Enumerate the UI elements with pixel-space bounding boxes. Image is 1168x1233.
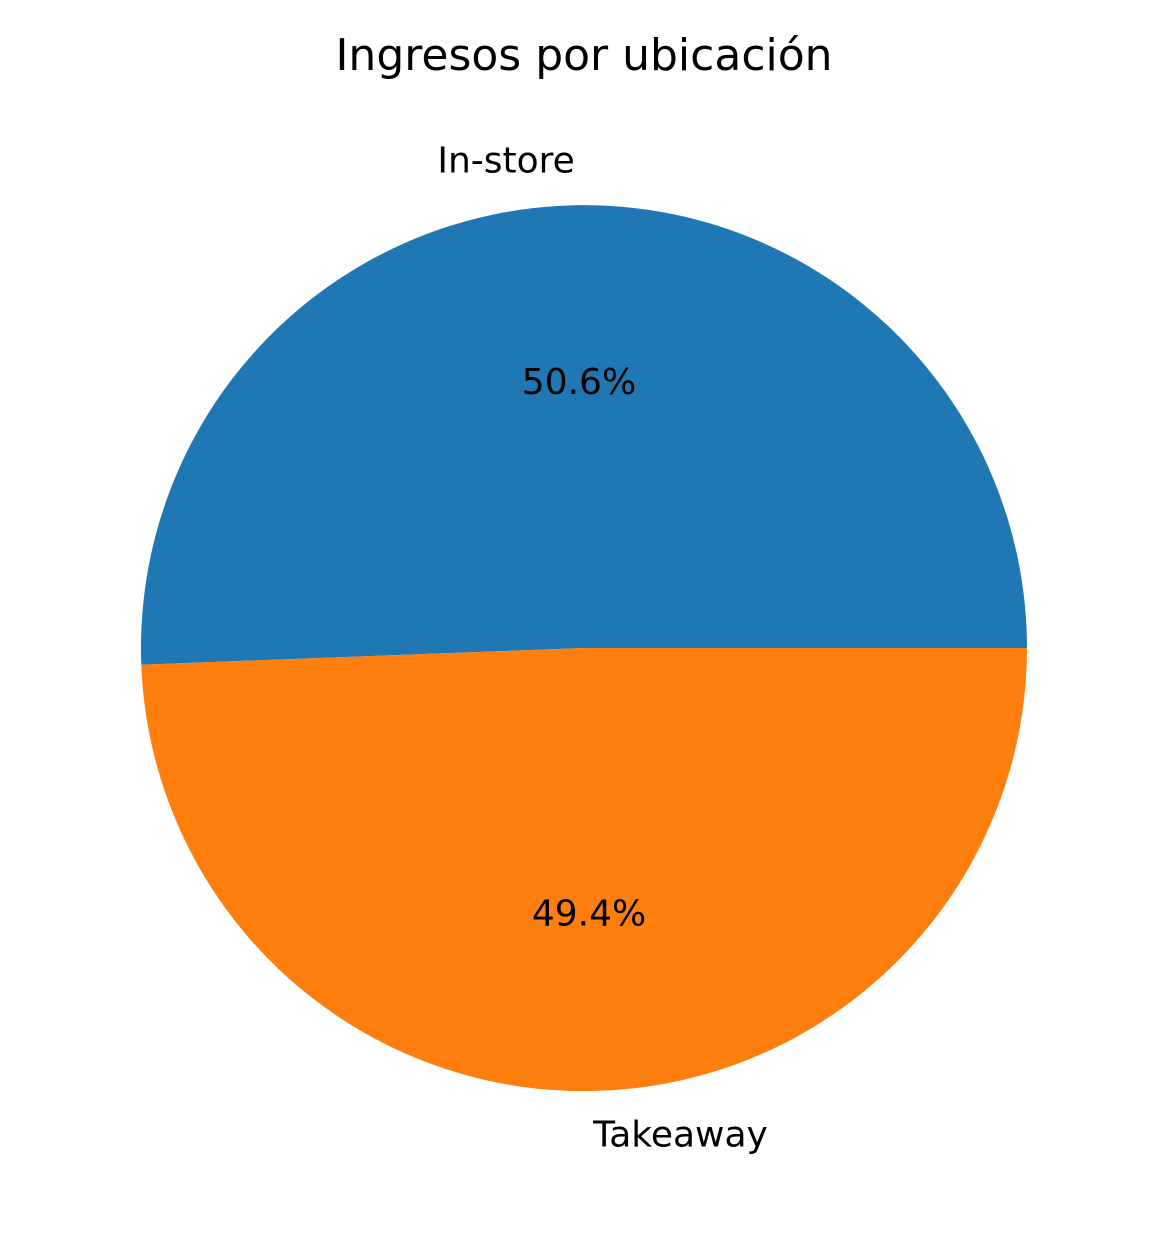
pct-label-takeaway: 49.4% (532, 893, 646, 934)
pie-slices (140, 205, 1027, 1092)
chart-title: Ingresos por ubicación (335, 30, 832, 81)
pie-slice-takeaway (141, 648, 1027, 1092)
pie-slice-in-store (140, 205, 1027, 665)
pie-labels: In-store 50.6% Takeaway 49.4% (437, 140, 768, 1155)
pct-label-in-store: 50.6% (522, 362, 636, 403)
slice-label-in-store: In-store (437, 140, 574, 181)
slice-label-takeaway: Takeaway (592, 1115, 768, 1156)
